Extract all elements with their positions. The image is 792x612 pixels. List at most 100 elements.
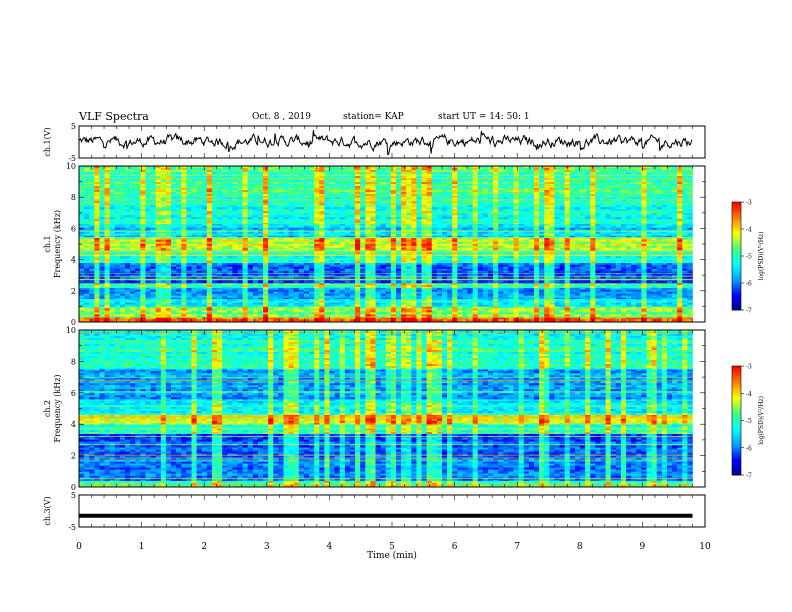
- ch1-spectrogram-cell: [314, 291, 320, 294]
- ch1-spectrogram-cell: [493, 287, 499, 290]
- ch1-spectrogram-cell: [523, 308, 530, 311]
- ch1-spectrogram-cell: [503, 314, 509, 317]
- ch1-spectrogram-cell: [564, 283, 571, 286]
- ch1-spectrogram-cell: [416, 262, 422, 264]
- ch1-spectrogram-cell: [482, 306, 489, 309]
- ch1-spectrogram-cell: [585, 285, 591, 288]
- ch1-spectrogram-cell: [636, 270, 642, 274]
- ch1-spectrogram-cell: [217, 291, 223, 294]
- ch1-spectrogram-cell: [421, 266, 427, 270]
- ch1-spectrogram-cell: [324, 268, 330, 272]
- ch1-spectrogram-cell: [406, 291, 412, 294]
- ch1-spectrogram-cell: [263, 276, 269, 280]
- ch1-spectrogram-cell: [554, 262, 560, 264]
- ch1-spectrogram-cell: [329, 285, 335, 288]
- ch1-spectrogram-cell: [677, 295, 683, 298]
- ch1-spectrogram-cell: [344, 262, 351, 264]
- ch1-spectrogram-cell: [160, 268, 167, 272]
- ch1-spectrogram-cell: [687, 298, 693, 301]
- ch1-spectrogram-cell: [211, 308, 218, 311]
- ch1-spectrogram-cell: [206, 282, 213, 284]
- ch1-spectrogram-cell: [349, 262, 356, 266]
- ch1-spectrogram-cell: [370, 297, 376, 299]
- ch1-spectrogram-cell: [242, 317, 248, 320]
- ch1-spectrogram-cell: [477, 268, 484, 272]
- ch1-spectrogram-cell: [186, 280, 192, 284]
- ch1-spectrogram-cell: [528, 268, 535, 272]
- ch1-spectrogram-cell: [406, 262, 412, 264]
- ch1-spectrogram-cell: [339, 319, 346, 322]
- ch1-spectrogram-cell: [605, 285, 611, 288]
- ch1-spectrogram-cell: [651, 287, 657, 288]
- ch1-spectrogram-cell: [263, 302, 269, 305]
- ch1-spectrogram-cell: [375, 285, 381, 288]
- ch1-spectrogram-cell: [682, 258, 688, 261]
- ch1-spectrogram-cell: [242, 287, 248, 290]
- ch1-spectrogram-cell: [472, 287, 479, 290]
- ch1-spectrogram-cell: [303, 306, 310, 309]
- ch1-spectrogram-cell: [109, 312, 116, 315]
- ch1-spectrogram-cell: [355, 291, 361, 294]
- ch1-spectrogram-cell: [590, 282, 596, 284]
- ch1-spectrogram-cell: [273, 260, 279, 263]
- ch1-spectrogram-cell: [534, 282, 540, 284]
- ch1-spectrogram-cell: [314, 295, 320, 298]
- ch1-spectrogram-cell: [140, 270, 146, 274]
- ch1-spectrogram-cell: [677, 262, 683, 266]
- ch1-spectrogram-cell: [135, 272, 141, 276]
- ch1-spectrogram-cell: [447, 282, 453, 284]
- ch1-spectrogram-cell: [324, 252, 330, 255]
- ch1-spectrogram-cell: [288, 297, 295, 299]
- ch1-spectrogram-cell: [493, 270, 499, 274]
- ch1-spectrogram-cell: [324, 280, 330, 284]
- ch1-spectrogram-cell: [130, 258, 136, 261]
- ch1-spectrogram-cell: [380, 272, 387, 276]
- ch1-spectrogram-cell: [99, 276, 105, 280]
- ch1-spectrogram-cell: [237, 302, 243, 305]
- ch1-spectrogram-cell: [682, 285, 688, 288]
- ch1-spectrogram-cell: [677, 285, 683, 288]
- ch1-spectrogram-cell: [278, 312, 284, 315]
- ch1-spectrogram-cell: [237, 306, 243, 309]
- ch1-spectrogram-cell: [191, 280, 197, 284]
- ch1-spectrogram-cell: [580, 302, 586, 305]
- ch1-spectrogram-cell: [620, 319, 627, 322]
- ch1-spectrogram-cell: [493, 302, 499, 305]
- ch1-spectrogram-cell: [288, 295, 295, 298]
- ch1-spectrogram-cell: [559, 304, 565, 307]
- ch1-spectrogram-cell: [165, 319, 172, 322]
- ch1-spectrogram-cell: [232, 262, 238, 264]
- ch1-spectrogram-cell: [99, 256, 105, 259]
- ch1-spectrogram-cell: [539, 317, 545, 320]
- ch1-spectrogram-cell: [580, 272, 586, 276]
- ch1-spectrogram-cell: [421, 270, 427, 274]
- ch1-spectrogram-cell: [252, 289, 259, 292]
- ch1-spectrogram-cell: [493, 272, 499, 276]
- ch1-spectrogram-cell: [631, 295, 637, 298]
- ch1-spectrogram-cell: [518, 298, 525, 301]
- ch1-spectrogram-cell: [349, 256, 356, 259]
- ch1-spectrogram-cell: [585, 304, 591, 307]
- ch1-spectrogram-cell: [544, 260, 550, 263]
- ch1-spectrogram-cell: [94, 283, 100, 286]
- ch1-spectrogram-cell: [329, 276, 335, 280]
- ch1-spectrogram-cell: [672, 266, 678, 270]
- ch1-spectrogram-cell: [263, 264, 269, 268]
- ch1-spectrogram-cell: [339, 262, 346, 264]
- ch1-spectrogram-cell: [380, 256, 387, 259]
- ch1-spectrogram-cell: [564, 291, 571, 294]
- ch1-spectrogram-cell: [441, 270, 448, 274]
- ch1-spectrogram-cell: [324, 276, 330, 280]
- ch1-spectrogram-cell: [482, 272, 489, 276]
- ch1-spectrogram-cell: [206, 310, 213, 313]
- ch1-spectrogram-cell: [610, 272, 617, 276]
- ch1-spectrogram-cell: [155, 268, 162, 272]
- ch1-spectrogram-cell: [595, 312, 601, 315]
- ch1-spectrogram-cell: [518, 285, 525, 288]
- ch1-spectrogram-cell: [109, 293, 116, 296]
- ch1-spectrogram-cell: [370, 287, 376, 288]
- ch1-spectrogram-cell: [395, 306, 402, 309]
- ch1-spectrogram-cell: [365, 306, 371, 309]
- ch1-spectrogram-cell: [360, 300, 366, 303]
- ch1-spectrogram-cell: [298, 312, 305, 315]
